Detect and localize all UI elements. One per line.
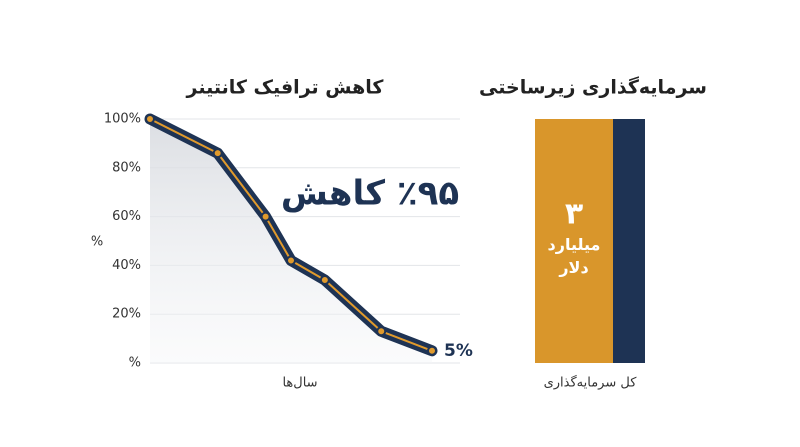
- point: [376, 326, 387, 337]
- value-unit: میلیارد دلار: [547, 235, 601, 277]
- point: [212, 148, 223, 159]
- y-tick-label: 80%: [112, 160, 141, 175]
- annotation: ٪۹۵ کاهش: [281, 174, 459, 214]
- value-unit-text: میلیارد دلار: [547, 235, 601, 277]
- data-label: ۳: [565, 197, 583, 232]
- x-axis-label: سال‌ها: [282, 376, 317, 391]
- area: [150, 119, 432, 363]
- point: [427, 345, 437, 356]
- y-axis-label: %: [91, 235, 103, 250]
- y-tick-label: 60%: [112, 209, 141, 224]
- point: [286, 255, 296, 266]
- bar-accent: [613, 119, 645, 363]
- point: [260, 211, 271, 222]
- chart-title: کاهش ترافیک کانتینر: [186, 77, 385, 99]
- point: [319, 275, 330, 286]
- y-tick-label: %: [129, 356, 141, 371]
- y-tick-label: 40%: [112, 258, 141, 273]
- y-tick-label: 20%: [112, 307, 141, 322]
- x-tick-label: کل سرمایه‌گذاری: [544, 375, 638, 391]
- point: [145, 114, 155, 124]
- bar: [535, 119, 613, 363]
- chart-title: سرمایه‌گذاری زیرساختی: [479, 76, 707, 99]
- y-tick-label: 100%: [104, 112, 141, 127]
- data-label: 5%: [444, 341, 473, 361]
